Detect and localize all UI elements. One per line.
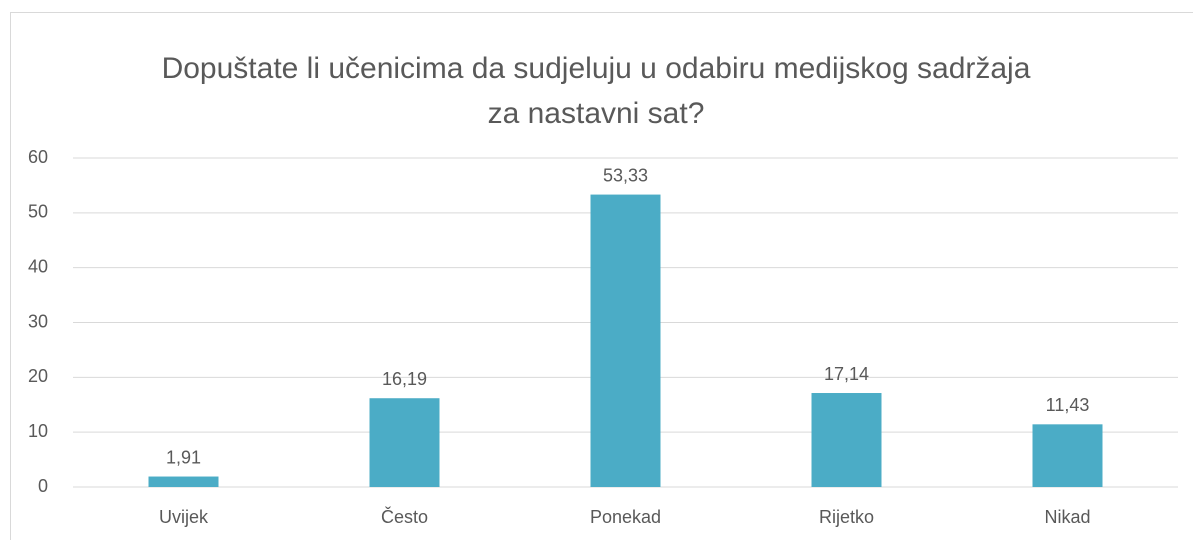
bar bbox=[148, 476, 219, 487]
y-tick-label: 50 bbox=[28, 202, 48, 222]
x-tick-label: Ponekad bbox=[590, 507, 661, 527]
x-tick-label: Uvijek bbox=[159, 507, 209, 527]
data-label: 16,19 bbox=[382, 369, 427, 389]
bar bbox=[1032, 424, 1103, 487]
y-tick-label: 0 bbox=[38, 476, 48, 496]
x-tick-label: Nikad bbox=[1044, 507, 1090, 527]
y-tick-label: 10 bbox=[28, 421, 48, 441]
x-tick-label: Često bbox=[381, 506, 428, 527]
data-label: 53,33 bbox=[603, 165, 648, 185]
bar bbox=[811, 393, 882, 487]
x-tick-label: Rijetko bbox=[819, 507, 874, 527]
data-label: 17,14 bbox=[824, 364, 869, 384]
y-tick-label: 60 bbox=[28, 147, 48, 167]
chart-title: Dopuštate li učenicima da sudjeluju u od… bbox=[161, 52, 1031, 130]
bar bbox=[369, 398, 440, 487]
data-label: 1,91 bbox=[166, 447, 201, 467]
y-tick-label: 40 bbox=[28, 256, 48, 276]
bar bbox=[590, 194, 661, 487]
data-label: 11,43 bbox=[1046, 395, 1090, 415]
y-tick-label: 30 bbox=[28, 311, 48, 331]
y-tick-label: 20 bbox=[28, 366, 48, 386]
chart-border bbox=[10, 12, 1193, 540]
